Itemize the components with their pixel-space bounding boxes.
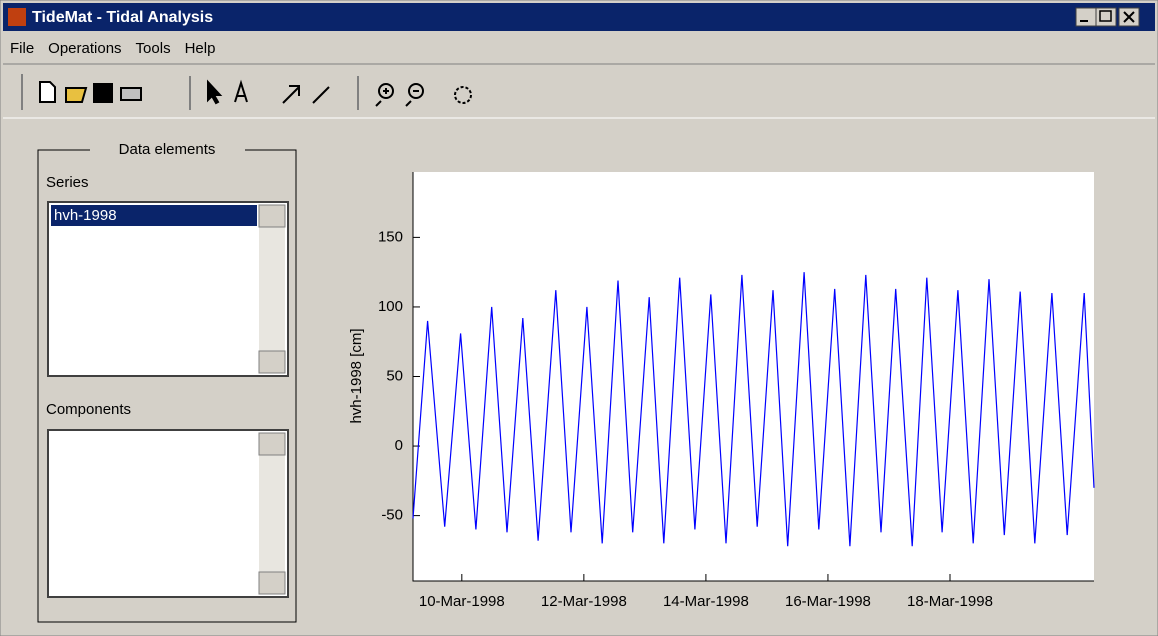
x-tick-label: 18-Mar-1998	[907, 593, 993, 610]
y-tick-label: 100	[378, 298, 403, 315]
series-label: Series	[46, 174, 89, 191]
plot-area	[413, 172, 1094, 581]
new-icon[interactable]	[40, 82, 55, 102]
y-axis-label: hvh-1998 [cm]	[348, 328, 365, 423]
menu-item[interactable]: Operations	[48, 40, 121, 57]
page: TideMat - Tidal Analysis File Operations T…	[0, 0, 1158, 636]
window-title: TideMat - Tidal Analysis	[32, 9, 213, 26]
components-list[interactable]	[48, 430, 288, 597]
print-icon[interactable]	[121, 88, 141, 100]
window: TideMat - Tidal Analysis File Operations T…	[0, 0, 1158, 636]
y-tick-label: 50	[386, 367, 403, 384]
y-tick-label: 150	[378, 228, 403, 245]
scrollbar[interactable]	[259, 205, 285, 373]
components-label: Components	[46, 401, 131, 418]
scroll-up[interactable]	[259, 205, 285, 227]
open-icon[interactable]	[66, 88, 86, 102]
window-buttons	[1076, 8, 1139, 26]
minimize-button[interactable]	[1076, 8, 1096, 26]
x-tick-label: 10-Mar-1998	[419, 593, 505, 610]
y-tick-label: 0	[395, 437, 403, 454]
scroll-up[interactable]	[259, 433, 285, 455]
app-icon	[8, 8, 26, 26]
x-tick-label: 16-Mar-1998	[785, 593, 871, 610]
series-item[interactable]: hvh-1998	[54, 207, 117, 224]
scrollbar[interactable]	[259, 433, 285, 594]
menu-item[interactable]: Help	[185, 40, 216, 57]
series-list[interactable]	[48, 202, 288, 376]
menu-item[interactable]: Tools	[136, 40, 171, 57]
group-title: Data elements	[119, 141, 216, 158]
scroll-down[interactable]	[259, 572, 285, 594]
x-tick-label: 14-Mar-1998	[663, 593, 749, 610]
x-tick-label: 12-Mar-1998	[541, 593, 627, 610]
menu-item[interactable]: File	[10, 40, 34, 57]
scroll-down[interactable]	[259, 351, 285, 373]
y-tick-label: -50	[381, 507, 403, 524]
save-icon[interactable]	[94, 84, 112, 102]
